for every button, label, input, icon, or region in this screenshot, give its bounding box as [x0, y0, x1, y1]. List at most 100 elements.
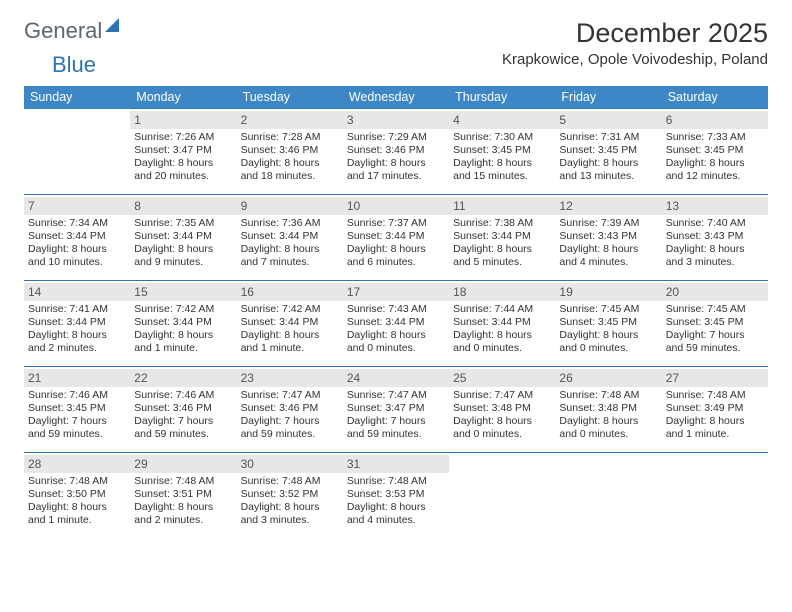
calendar-day-cell: 6 Sunrise: 7:33 AMSunset: 3:45 PMDaylight… [662, 109, 768, 195]
day-detail-line: Daylight: 8 hours [241, 243, 339, 256]
calendar-week-row: 28Sunrise: 7:48 AMSunset: 3:50 PMDayligh… [24, 453, 768, 539]
day-number: 6 [662, 111, 768, 129]
day-detail-line: and 0 minutes. [347, 342, 445, 355]
day-number: 14 [24, 283, 130, 301]
day-detail-line: Sunset: 3:43 PM [666, 230, 764, 243]
day-detail-line: and 0 minutes. [453, 428, 551, 441]
day-detail-line: Sunset: 3:46 PM [241, 144, 339, 157]
calendar-day-cell: 27Sunrise: 7:48 AMSunset: 3:49 PMDayligh… [662, 367, 768, 453]
day-detail-line: and 1 minute. [134, 342, 232, 355]
calendar-day-cell: 26 Sunrise: 7:48 AMSunset: 3:48 PMDayligh… [555, 367, 661, 453]
day-detail-line: Daylight: 8 hours [453, 415, 551, 428]
day-detail-line: and 59 minutes. [666, 342, 764, 355]
day-detail-line: and 15 minutes. [453, 170, 551, 183]
weekday-header: Monday [130, 86, 236, 109]
calendar-day-cell: 7Sunrise: 7:34 AMSunset: 3:44 PMDaylight… [24, 195, 130, 281]
day-details: Sunrise: 7:31 AMSunset: 3:45 PMDaylight:… [559, 131, 657, 184]
day-details: Sunrise: 7:33 AMSunset: 3:45 PMDaylight:… [666, 131, 764, 184]
logo-text-blue: Blue [24, 52, 96, 77]
calendar-day-cell: 2Sunrise: 7:28 AMSunset: 3:46 PMDaylight… [237, 109, 343, 195]
day-detail-line: Sunrise: 7:48 AM [347, 475, 445, 488]
day-details: Sunrise: 7:29 AMSunset: 3:46 PMDaylight:… [347, 131, 445, 184]
day-detail-line: Sunrise: 7:31 AM [559, 131, 657, 144]
day-detail-line: Daylight: 7 hours [134, 415, 232, 428]
day-detail-line: Sunrise: 7:48 AM [559, 389, 657, 402]
calendar-day-cell: 14 Sunrise: 7:41 AMSunset: 3:44 PMDayligh… [24, 281, 130, 367]
day-detail-line: Daylight: 8 hours [559, 415, 657, 428]
day-number: 12 [555, 197, 661, 215]
day-number: 5 [555, 111, 661, 129]
day-number: 7 [24, 197, 130, 215]
weekday-header: Tuesday [237, 86, 343, 109]
day-detail-line: and 1 minute. [666, 428, 764, 441]
day-detail-line: Daylight: 8 hours [347, 329, 445, 342]
day-detail-line: Sunset: 3:44 PM [28, 230, 126, 243]
logo-text-general: General [24, 18, 102, 44]
day-detail-line: Sunrise: 7:45 AM [559, 303, 657, 316]
page-title: December 2025 [502, 18, 768, 49]
weekday-header: Thursday [449, 86, 555, 109]
day-number: 27 [662, 369, 768, 387]
day-detail-line: Sunrise: 7:47 AM [241, 389, 339, 402]
calendar-day-cell: 5 Sunrise: 7:31 AMSunset: 3:45 PMDaylight… [555, 109, 661, 195]
day-details: Sunrise: 7:42 AMSunset: 3:44 PMDaylight:… [241, 303, 339, 356]
day-detail-line: Sunrise: 7:35 AM [134, 217, 232, 230]
day-detail-line: and 0 minutes. [559, 342, 657, 355]
day-details: Sunrise: 7:38 AMSunset: 3:44 PMDaylight:… [453, 217, 551, 270]
day-detail-line: Daylight: 8 hours [134, 329, 232, 342]
day-detail-line: and 59 minutes. [134, 428, 232, 441]
day-detail-line: Sunset: 3:45 PM [666, 144, 764, 157]
calendar-day-cell: 21Sunrise: 7:46 AMSunset: 3:45 PMDayligh… [24, 367, 130, 453]
day-detail-line: Daylight: 8 hours [453, 329, 551, 342]
calendar-day-cell: 25Sunrise: 7:47 AMSunset: 3:48 PMDayligh… [449, 367, 555, 453]
day-detail-line: Daylight: 8 hours [453, 243, 551, 256]
calendar-day-cell: 1Sunrise: 7:26 AMSunset: 3:47 PMDaylight… [130, 109, 236, 195]
calendar-day-cell: 23Sunrise: 7:47 AMSunset: 3:46 PMDayligh… [237, 367, 343, 453]
calendar-day-cell: 13Sunrise: 7:40 AMSunset: 3:43 PMDayligh… [662, 195, 768, 281]
day-details: Sunrise: 7:44 AMSunset: 3:44 PMDaylight:… [453, 303, 551, 356]
day-detail-line: Sunset: 3:48 PM [559, 402, 657, 415]
day-detail-line: Sunrise: 7:41 AM [28, 303, 126, 316]
day-detail-line: Sunrise: 7:48 AM [134, 475, 232, 488]
day-details: Sunrise: 7:35 AMSunset: 3:44 PMDaylight:… [134, 217, 232, 270]
day-detail-line: Sunrise: 7:39 AM [559, 217, 657, 230]
day-details: Sunrise: 7:26 AMSunset: 3:47 PMDaylight:… [134, 131, 232, 184]
day-detail-line: Sunset: 3:52 PM [241, 488, 339, 501]
day-detail-line: and 4 minutes. [347, 514, 445, 527]
calendar-body: 1Sunrise: 7:26 AMSunset: 3:47 PMDaylight… [24, 109, 768, 539]
day-number: 26 [555, 369, 661, 387]
logo-triangle-icon [105, 18, 119, 32]
day-detail-line: and 1 minute. [241, 342, 339, 355]
day-detail-line: Sunrise: 7:42 AM [134, 303, 232, 316]
calendar-day-cell [449, 453, 555, 539]
day-detail-line: Daylight: 8 hours [28, 329, 126, 342]
calendar-day-cell [24, 109, 130, 195]
day-details: Sunrise: 7:48 AMSunset: 3:48 PMDaylight:… [559, 389, 657, 442]
calendar-week-row: 14Sunrise: 7:41 AMSunset: 3:44 PMDayligh… [24, 281, 768, 367]
day-detail-line: Daylight: 8 hours [241, 157, 339, 170]
day-detail-line: Sunrise: 7:46 AM [134, 389, 232, 402]
day-number: 21 [24, 369, 130, 387]
day-detail-line: Sunrise: 7:40 AM [666, 217, 764, 230]
day-detail-line: and 59 minutes. [28, 428, 126, 441]
calendar-week-row: 21Sunrise: 7:46 AMSunset: 3:45 PMDayligh… [24, 367, 768, 453]
day-details: Sunrise: 7:45 AMSunset: 3:45 PMDaylight:… [666, 303, 764, 356]
day-detail-line: and 3 minutes. [666, 256, 764, 269]
day-detail-line: Sunrise: 7:29 AM [347, 131, 445, 144]
day-detail-line: Sunrise: 7:42 AM [241, 303, 339, 316]
day-details: Sunrise: 7:48 AMSunset: 3:53 PMDaylight:… [347, 475, 445, 528]
day-details: Sunrise: 7:48 AMSunset: 3:52 PMDaylight:… [241, 475, 339, 528]
day-detail-line: Daylight: 8 hours [666, 415, 764, 428]
day-number: 28 [24, 455, 130, 473]
day-detail-line: Sunset: 3:45 PM [559, 316, 657, 329]
day-detail-line: Daylight: 8 hours [666, 243, 764, 256]
day-detail-line: Daylight: 7 hours [347, 415, 445, 428]
calendar-day-cell: 11Sunrise: 7:38 AMSunset: 3:44 PMDayligh… [449, 195, 555, 281]
day-details: Sunrise: 7:48 AMSunset: 3:51 PMDaylight:… [134, 475, 232, 528]
day-detail-line: Sunset: 3:44 PM [453, 230, 551, 243]
calendar-day-cell: 29Sunrise: 7:48 AMSunset: 3:51 PMDayligh… [130, 453, 236, 539]
day-detail-line: Sunset: 3:44 PM [28, 316, 126, 329]
day-detail-line: Daylight: 7 hours [666, 329, 764, 342]
day-number: 8 [130, 197, 236, 215]
day-detail-line: and 2 minutes. [28, 342, 126, 355]
